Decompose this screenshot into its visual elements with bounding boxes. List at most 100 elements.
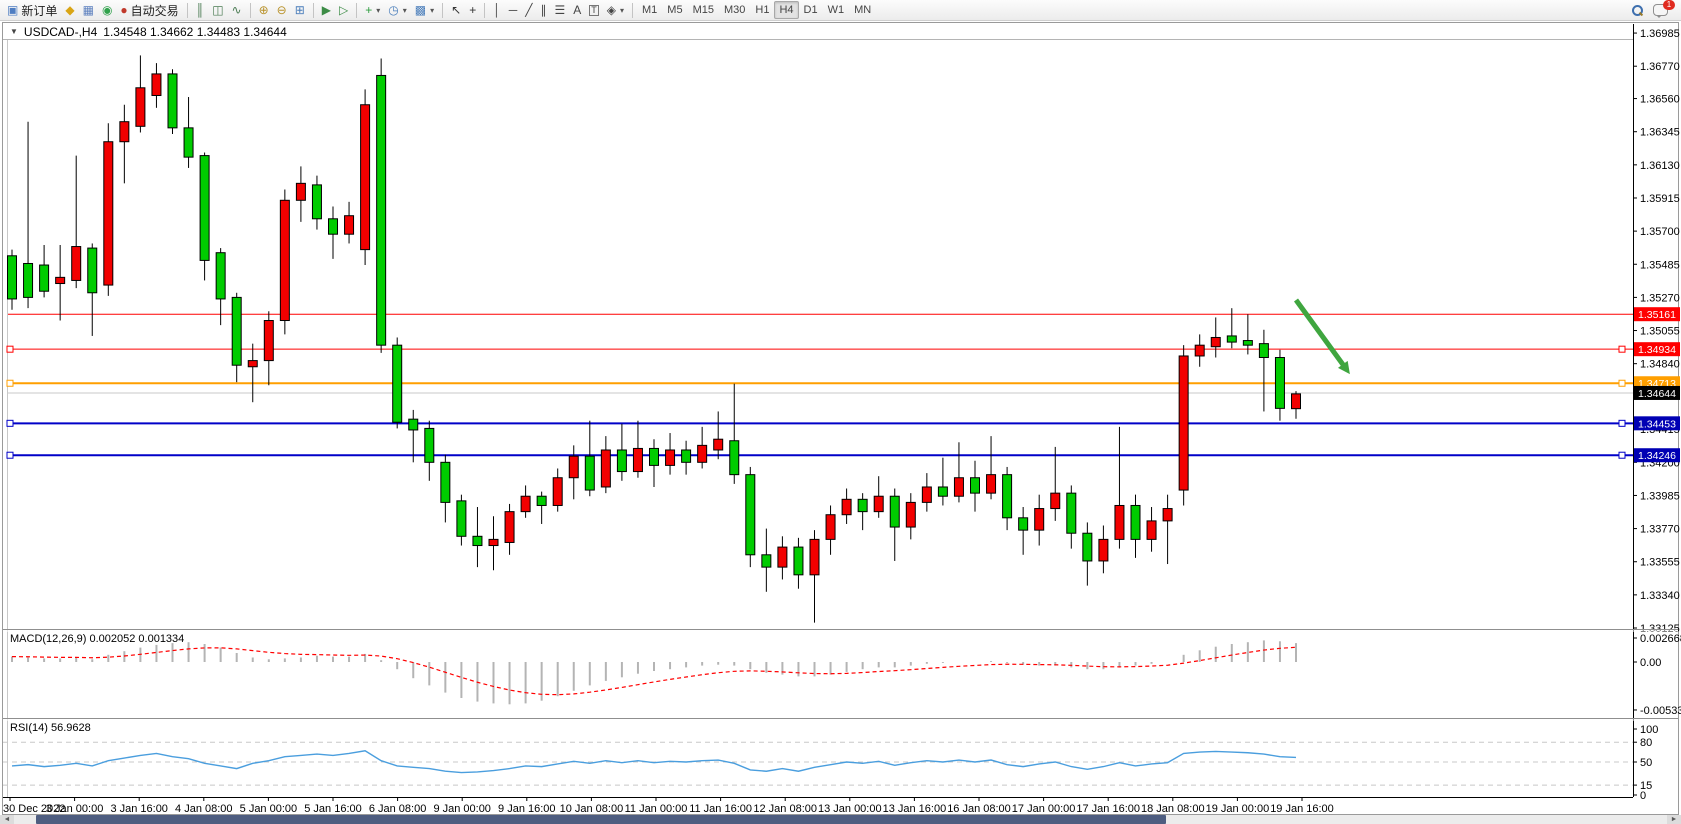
line-anchor-square[interactable]: [6, 379, 14, 387]
timeframe-m5-button[interactable]: M5: [662, 1, 687, 19]
time-axis-label: 6 Jan 08:00: [369, 803, 427, 815]
time-axis-label: 19 Jan 00:00: [1206, 803, 1270, 815]
candle-body: [841, 498, 852, 516]
scrollbar-thumb[interactable]: [36, 815, 1166, 824]
price-badge: [1634, 448, 1680, 463]
notifications-button[interactable]: 1: [1649, 0, 1675, 19]
scrollbar-track[interactable]: [14, 815, 1667, 824]
data-window-button[interactable]: ▦: [79, 1, 98, 19]
candle-body: [1291, 393, 1301, 410]
line-anchor-square[interactable]: [6, 345, 14, 353]
candle-body: [905, 501, 916, 528]
line-anchor-square[interactable]: [1618, 379, 1626, 387]
time-axis-label: 17 Jan 00:00: [1012, 803, 1076, 815]
rsi-axis-label: 50: [1640, 757, 1652, 769]
signals-button[interactable]: ◉: [98, 1, 116, 19]
line-anchor-square[interactable]: [6, 451, 14, 459]
candle-body: [295, 182, 306, 201]
candle-body: [520, 495, 531, 513]
toolbar-separator: [186, 2, 188, 18]
new-order-button[interactable]: ▣ 新订单: [3, 1, 61, 19]
timeframe-w1-button[interactable]: W1: [823, 1, 850, 19]
indicators-button[interactable]: + ▾: [361, 1, 384, 19]
scroll-left-button[interactable]: ◄: [0, 815, 14, 824]
line-anchor-square[interactable]: [1618, 345, 1626, 353]
time-axis-label: 13 Jan 00:00: [818, 803, 882, 815]
search-button[interactable]: [1627, 1, 1647, 19]
tile-windows-button[interactable]: ⊞: [291, 1, 309, 19]
text-button[interactable]: A: [569, 1, 585, 19]
price-badge: [1634, 307, 1680, 322]
timeframe-m30-button[interactable]: M30: [719, 1, 750, 19]
time-axis-label: 9 Jan 00:00: [433, 803, 491, 815]
candle-body: [729, 440, 740, 476]
zoom-in-icon: ⊕: [258, 3, 269, 17]
candle-body: [1050, 492, 1061, 510]
notification-badge: 1: [1663, 0, 1675, 10]
price-badge: [1634, 385, 1680, 400]
cursor-arrow-icon: ↖: [451, 3, 462, 17]
collapse-arrow-icon[interactable]: ▼: [10, 27, 18, 36]
timeframe-h1-button-label: H1: [755, 4, 770, 16]
candle-body: [1082, 532, 1093, 562]
candle-body: [119, 121, 130, 143]
line-chart-button[interactable]: ∿: [228, 1, 246, 19]
vertical-line-button[interactable]: │: [489, 1, 505, 19]
timeframe-mn-button-label: MN: [854, 4, 872, 16]
candle-body: [986, 474, 997, 494]
line-anchor-square[interactable]: [1618, 419, 1626, 427]
zoom-out-button[interactable]: ⊖: [273, 1, 291, 19]
auto-trading-icon: ●: [120, 3, 128, 17]
line-anchor-square[interactable]: [6, 419, 14, 427]
scroll-right-button[interactable]: ►: [1667, 815, 1681, 824]
timeframe-d1-button-label: D1: [803, 4, 818, 16]
price-axis-label: 1.36345: [1640, 127, 1680, 139]
templates-button[interactable]: ▩ ▾: [411, 1, 438, 19]
trendline-button[interactable]: ╱: [521, 1, 536, 19]
trend-arrow-head[interactable]: [1337, 360, 1350, 375]
crosshair-icon: +: [469, 3, 477, 17]
zoom-in-button[interactable]: ⊕: [255, 1, 273, 19]
auto-scroll-button[interactable]: ▶: [318, 1, 335, 19]
candle-body: [55, 276, 66, 285]
timeframe-m1-button[interactable]: M1: [637, 1, 662, 19]
periods-button[interactable]: ◷ ▾: [384, 1, 411, 19]
timeframe-h4-button[interactable]: H4: [774, 1, 799, 19]
timeframe-mn-button[interactable]: MN: [849, 1, 876, 19]
tile-windows-icon: ⊞: [294, 3, 305, 17]
chart-shift-button[interactable]: ▷: [335, 1, 352, 19]
candle-body: [472, 535, 483, 547]
time-axis-label: 5 Jan 16:00: [304, 803, 362, 815]
price-axis-label: 1.36770: [1640, 61, 1680, 73]
new-order-icon: ▣: [7, 3, 19, 17]
candle-body: [103, 141, 114, 286]
candle-body: [424, 427, 435, 463]
candlestick-chart-button[interactable]: ◫: [208, 1, 227, 19]
horizontal-line-button[interactable]: ─: [505, 1, 522, 19]
auto-trading-button[interactable]: ● 自动交易: [116, 1, 182, 19]
candle-body: [536, 495, 547, 506]
line-anchor-square[interactable]: [1618, 451, 1626, 459]
timeframe-m15-button[interactable]: M15: [688, 1, 719, 19]
market-watch-button[interactable]: ◆: [61, 1, 78, 19]
shapes-button[interactable]: ◈ ▾: [603, 1, 628, 19]
time-axis-label: 30 Dec 2022: [3, 803, 65, 815]
rsi-axis-label: 100: [1640, 724, 1658, 736]
text-label-button[interactable]: T: [585, 1, 603, 19]
crosshair-button[interactable]: +: [465, 1, 480, 19]
bar-chart-button[interactable]: ║: [192, 1, 209, 19]
macd-axis-label: -0.00533: [1640, 705, 1681, 717]
fibonacci-button[interactable]: ☰: [550, 1, 569, 19]
price-badge-label: 1.34934: [1638, 344, 1676, 356]
candle-body: [825, 514, 836, 540]
horizontal-scrollbar[interactable]: ◄ ►: [0, 815, 1681, 824]
candle-body: [7, 255, 17, 300]
cursor-button[interactable]: ↖: [447, 1, 465, 19]
timeframe-h1-button[interactable]: H1: [750, 1, 774, 19]
equidistant-channel-button[interactable]: ∥: [536, 1, 550, 19]
trend-arrow[interactable]: [1293, 298, 1347, 368]
candle-body: [793, 546, 804, 576]
candle-body: [151, 73, 162, 96]
chart-window: 1.36985 1.36770 1.36560 1.36345 1.36130 1.359…: [0, 21, 1681, 824]
timeframe-d1-button[interactable]: D1: [799, 1, 823, 19]
